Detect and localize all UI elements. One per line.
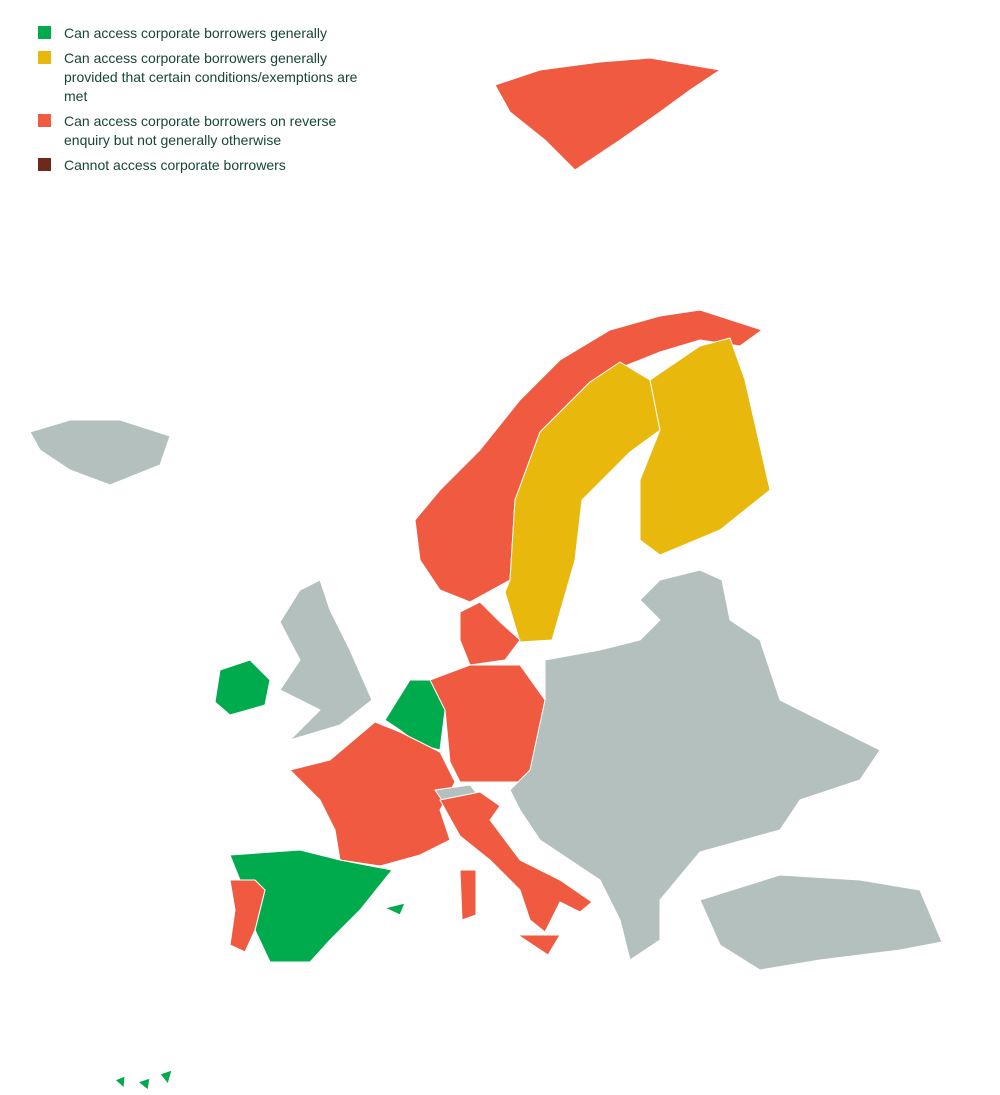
- region-balearics: [384, 902, 406, 916]
- legend-swatch-yellow: [38, 51, 51, 64]
- legend-item-cannot: Cannot access corporate borrowers: [38, 156, 368, 175]
- region-eastern-europe: [509, 569, 881, 961]
- region-iceland: [29, 419, 171, 486]
- region-benelux: [384, 679, 446, 751]
- legend-swatch-brown: [38, 158, 51, 171]
- legend-label: Can access corporate borrowers on revers…: [64, 113, 337, 148]
- legend: Can access corporate borrowers generally…: [38, 24, 368, 181]
- region-canary-1: [114, 1075, 126, 1089]
- legend-item-general: Can access corporate borrowers generally: [38, 24, 368, 43]
- region-finland: [639, 337, 771, 556]
- region-germany: [429, 664, 546, 783]
- region-canary-3: [159, 1069, 173, 1085]
- legend-label: Can access corporate borrowers generally…: [64, 50, 358, 104]
- legend-label: Cannot access corporate borrowers: [64, 157, 286, 173]
- region-svalbard: [494, 57, 721, 171]
- region-turkey: [699, 874, 943, 971]
- region-sweden: [504, 361, 661, 643]
- region-portugal: [229, 879, 266, 953]
- region-uk: [279, 579, 373, 741]
- region-denmark: [459, 601, 521, 666]
- region-canary-2: [137, 1077, 151, 1091]
- region-france: [289, 721, 456, 867]
- legend-swatch-green: [38, 26, 51, 39]
- region-ireland: [214, 659, 271, 716]
- region-italy: [439, 791, 593, 933]
- region-sicily: [517, 934, 561, 956]
- legend-item-reverse-enquiry: Can access corporate borrowers on revers…: [38, 112, 368, 150]
- region-sardinia: [459, 869, 477, 921]
- legend-item-conditional: Can access corporate borrowers generally…: [38, 49, 368, 106]
- legend-label: Can access corporate borrowers generally: [64, 25, 328, 41]
- legend-swatch-red: [38, 114, 51, 127]
